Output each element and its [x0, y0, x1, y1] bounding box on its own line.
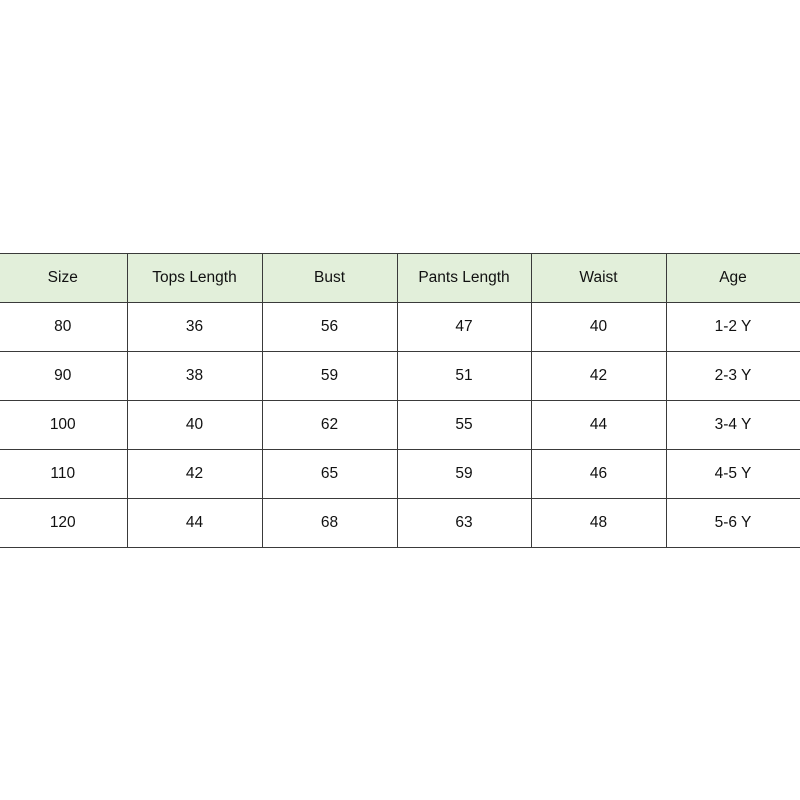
cell-tops-length: 38	[126, 351, 263, 401]
cell-bust: 65	[261, 449, 398, 499]
cell-size: 110	[0, 449, 128, 499]
header-row: Size Tops Length Bust Pants Length Waist Age	[0, 253, 800, 303]
cell-tops-length: 42	[126, 449, 263, 499]
cell-size: 100	[0, 400, 128, 450]
cell-tops-length: 44	[126, 498, 263, 548]
cell-age: 3-4 Y	[665, 400, 800, 450]
cell-age: 2-3 Y	[665, 351, 800, 401]
table-row: 120 44 68 63 48 5-6 Y	[0, 498, 800, 548]
column-header-age: Age	[665, 253, 800, 303]
cell-size: 120	[0, 498, 128, 548]
cell-waist: 40	[530, 302, 667, 352]
cell-age: 4-5 Y	[665, 449, 800, 499]
column-header-waist: Waist	[530, 253, 667, 303]
column-header-pants-length: Pants Length	[396, 253, 532, 303]
cell-tops-length: 36	[126, 302, 263, 352]
cell-pants-length: 63	[396, 498, 532, 548]
size-chart-table: Size Tops Length Bust Pants Length Waist Age …	[0, 253, 800, 548]
cell-age: 5-6 Y	[665, 498, 800, 548]
column-header-tops-length: Tops Length	[126, 253, 263, 303]
cell-tops-length: 40	[126, 400, 263, 450]
cell-bust: 62	[261, 400, 398, 450]
column-header-bust: Bust	[261, 253, 398, 303]
cell-waist: 44	[530, 400, 667, 450]
cell-bust: 56	[261, 302, 398, 352]
cell-pants-length: 59	[396, 449, 532, 499]
cell-pants-length: 47	[396, 302, 532, 352]
table-row: 90 38 59 51 42 2-3 Y	[0, 351, 800, 401]
cell-bust: 68	[261, 498, 398, 548]
table-row: 110 42 65 59 46 4-5 Y	[0, 449, 800, 499]
cell-size: 80	[0, 302, 128, 352]
cell-size: 90	[0, 351, 128, 401]
cell-waist: 46	[530, 449, 667, 499]
table-row: 100 40 62 55 44 3-4 Y	[0, 400, 800, 450]
cell-age: 1-2 Y	[665, 302, 800, 352]
cell-waist: 48	[530, 498, 667, 548]
table-row: 80 36 56 47 40 1-2 Y	[0, 302, 800, 352]
cell-waist: 42	[530, 351, 667, 401]
cell-bust: 59	[261, 351, 398, 401]
column-header-size: Size	[0, 253, 128, 303]
cell-pants-length: 51	[396, 351, 532, 401]
cell-pants-length: 55	[396, 400, 532, 450]
